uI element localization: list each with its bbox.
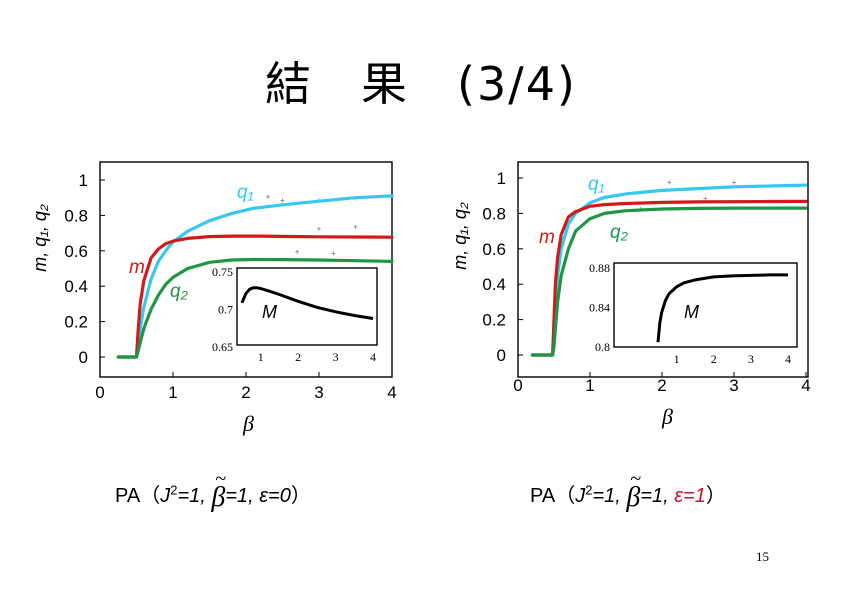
inset-x-tick-label: 2 bbox=[295, 350, 301, 364]
data-marker: + bbox=[331, 249, 336, 258]
y-axis-label: m, q₁, q₂ bbox=[30, 204, 50, 272]
x-tick-label: 1 bbox=[168, 383, 177, 402]
data-marker: + bbox=[732, 178, 737, 187]
inset-x-tick-label: 3 bbox=[333, 350, 339, 364]
y-axis-label: m, q₁, q₂ bbox=[450, 202, 470, 270]
caption-j-exponent: 2 bbox=[585, 482, 593, 498]
inset-series-line bbox=[240, 286, 374, 320]
x-tick-label: 4 bbox=[801, 376, 810, 395]
caption-beta-value: =1, bbox=[225, 485, 260, 507]
caption-left: PA（J2=1, ~ β=1, ε=0） bbox=[115, 468, 311, 513]
data-marker: + bbox=[280, 196, 285, 205]
caption-beta-tilde: ~ β bbox=[626, 468, 641, 513]
caption-prefix: PA（ bbox=[530, 485, 576, 507]
data-marker: + bbox=[295, 247, 300, 256]
inset-x-tick-label: 4 bbox=[370, 350, 376, 364]
x-tick-label: 0 bbox=[95, 383, 104, 402]
series-line-3 bbox=[116, 257, 394, 359]
tilde-mark: ~ bbox=[215, 468, 227, 490]
x-tick-label: 3 bbox=[729, 376, 738, 395]
x-tick-label: 1 bbox=[585, 376, 594, 395]
x-tick-label: 3 bbox=[314, 383, 323, 402]
inset-y-tick-label: 0.7 bbox=[218, 303, 233, 317]
caption-prefix: PA（ bbox=[115, 485, 161, 507]
caption-epsilon: ε=1 bbox=[674, 485, 706, 507]
series-label-1: q₁ bbox=[588, 174, 605, 195]
caption-j-exponent: 2 bbox=[170, 482, 178, 498]
x-tick-label: 2 bbox=[657, 376, 666, 395]
inset-x-tick-label: 3 bbox=[748, 352, 754, 366]
series-line-2 bbox=[530, 199, 808, 357]
caption-right: PA（J2=1, ~ β=1, ε=1） bbox=[530, 468, 726, 513]
caption-epsilon: ε=0 bbox=[259, 485, 291, 507]
y-tick-label: 0.4 bbox=[482, 275, 506, 294]
data-marker: + bbox=[667, 178, 672, 187]
inset-series-line bbox=[656, 273, 788, 343]
inset-x-tick-label: 1 bbox=[674, 352, 680, 366]
chart-2: 00.20.40.60.810 1 2 3 4βm, q₁, q₂+ +++q₁m q₂0.… bbox=[450, 161, 811, 429]
series-label-2: m bbox=[129, 257, 145, 278]
x-axis-label: β bbox=[661, 404, 673, 429]
y-tick-label: 1 bbox=[497, 169, 506, 188]
series-line-2 bbox=[116, 234, 394, 359]
inset-frame bbox=[236, 267, 378, 346]
data-marker: + bbox=[317, 224, 322, 233]
x-tick-label: 4 bbox=[387, 383, 396, 402]
x-tick-label: 0 bbox=[513, 376, 522, 395]
inset-x-tick-label: 1 bbox=[258, 350, 264, 364]
inset-y-tick-label: 0.65 bbox=[212, 340, 233, 354]
caption-j-value: =1, bbox=[592, 485, 627, 507]
series-label-2: m bbox=[539, 227, 555, 248]
inset-chart: 0.65 0.7 0.75 1 2 3 4 M bbox=[212, 265, 378, 364]
y-tick-label: 0 bbox=[497, 346, 506, 365]
data-marker: + bbox=[353, 223, 358, 232]
caption-beta-tilde: ~ β bbox=[211, 468, 226, 513]
caption-j: J bbox=[160, 485, 171, 507]
x-tick-label: 2 bbox=[241, 383, 250, 402]
inset-y-tick-label: 0.75 bbox=[212, 265, 233, 279]
caption-beta: β bbox=[211, 482, 226, 513]
series-line-3 bbox=[530, 206, 808, 357]
inset-series-label: M bbox=[262, 302, 277, 322]
tilde-mark: ~ bbox=[630, 468, 642, 490]
chart-1: 00.20.40.60.810 1 2 3 4βm, q₁, q₂+ + ++++ ++q₁m… bbox=[30, 161, 397, 436]
y-tick-label: 0.6 bbox=[64, 242, 88, 261]
y-tick-label: 1 bbox=[79, 171, 88, 190]
inset-y-tick-label: 0.88 bbox=[589, 261, 610, 275]
y-tick-label: 0.4 bbox=[64, 277, 88, 296]
data-marker: + bbox=[266, 192, 271, 201]
series-label-3: q₂ bbox=[610, 222, 629, 243]
inset-y-tick-label: 0.84 bbox=[589, 301, 610, 315]
y-tick-label: 0 bbox=[79, 348, 88, 367]
y-tick-label: 0.2 bbox=[64, 313, 88, 332]
y-tick-label: 0.6 bbox=[482, 240, 506, 259]
caption-beta-value: =1, bbox=[640, 485, 675, 507]
caption-j-value: =1, bbox=[177, 485, 212, 507]
series-label-1: q₁ bbox=[237, 182, 254, 203]
caption-close: ） bbox=[705, 485, 726, 507]
series-label-3: q₂ bbox=[170, 281, 189, 302]
y-tick-label: 0.8 bbox=[64, 206, 88, 225]
caption-j: J bbox=[575, 485, 586, 507]
inset-y-tick-label: 0.8 bbox=[595, 340, 610, 354]
inset-x-tick-label: 2 bbox=[711, 352, 717, 366]
inset-x-tick-label: 4 bbox=[785, 352, 791, 366]
page-number: 15 bbox=[756, 549, 769, 564]
y-tick-label: 0.2 bbox=[482, 311, 506, 330]
data-marker: + bbox=[703, 194, 708, 203]
caption-beta: β bbox=[626, 482, 641, 513]
page-title: 結 果 (3/4) bbox=[265, 57, 577, 111]
inset-chart: 0.8 0.84 0.88 1 2 3 4 M bbox=[589, 261, 798, 366]
inset-series-label: M bbox=[684, 302, 699, 322]
caption-close: ） bbox=[290, 485, 311, 507]
y-tick-label: 0.8 bbox=[482, 204, 506, 223]
x-axis-label: β bbox=[242, 411, 254, 436]
